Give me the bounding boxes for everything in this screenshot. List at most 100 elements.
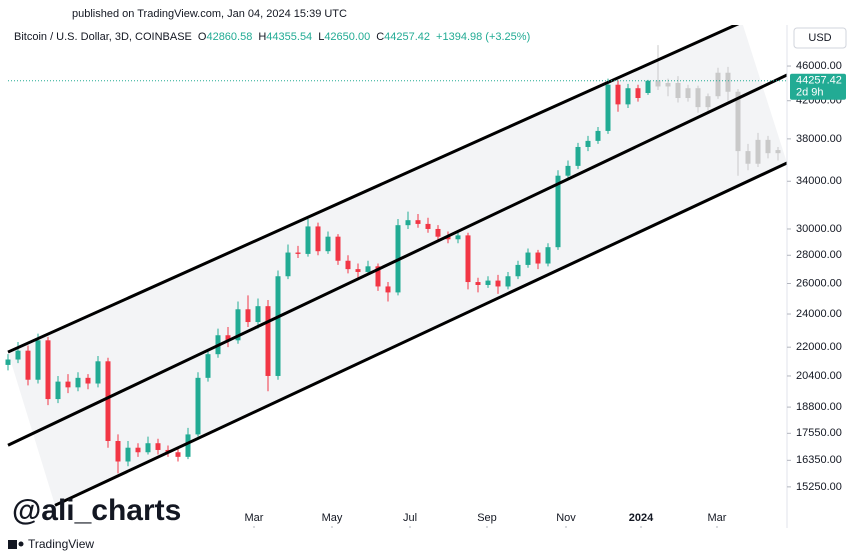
candle-body	[555, 175, 561, 248]
candle-body	[345, 260, 351, 270]
candle-body	[75, 377, 81, 388]
candle-body	[275, 276, 281, 376]
countdown: 2d 9h	[796, 87, 824, 99]
legend-key: H	[258, 31, 266, 43]
channel-line	[54, 161, 787, 507]
y-tick-label: 24000.00	[796, 308, 842, 320]
candle-body	[505, 276, 511, 287]
candle-body	[315, 226, 321, 252]
candle-body	[405, 220, 411, 226]
currency[interactable]: USD	[808, 32, 831, 44]
y-tick-label: 30000.00	[796, 223, 842, 235]
tv-logo	[8, 540, 24, 549]
candle-body	[425, 223, 431, 229]
channel-line	[7, 25, 740, 354]
candle-body	[65, 381, 71, 388]
candle-body	[745, 151, 751, 164]
candle-body	[225, 335, 231, 341]
candle-body	[775, 150, 781, 154]
candle-body	[765, 139, 771, 154]
candle-body	[325, 236, 331, 252]
x-tick-label: Jul	[403, 512, 417, 524]
candle-body	[525, 252, 531, 265]
candle-body	[105, 361, 111, 442]
candle-body	[415, 220, 421, 224]
candle-body	[145, 443, 151, 453]
candle-body	[625, 88, 631, 105]
y-tick-label: 16350.00	[796, 454, 842, 466]
candle-body	[635, 88, 641, 99]
candle-body	[205, 354, 211, 378]
y-tick-label: 20400.00	[796, 370, 842, 382]
candle-body	[155, 443, 161, 450]
candle-body	[15, 350, 21, 360]
candle-body	[655, 80, 661, 87]
candle-body	[605, 84, 611, 131]
candle-body	[565, 165, 571, 176]
candle-body	[265, 306, 271, 376]
candle-body	[195, 377, 201, 435]
legend-key: C	[376, 31, 384, 43]
candle-body	[705, 96, 711, 108]
price-label-box	[790, 73, 846, 100]
candle-body	[55, 381, 61, 400]
candle-body	[235, 309, 241, 341]
candle-body	[365, 266, 371, 272]
y-tick-label: 15250.00	[796, 481, 842, 493]
candle-body	[535, 252, 541, 264]
candle-body	[295, 252, 301, 254]
x-tick-label: Nov	[556, 512, 576, 524]
x-tick-label: Sep	[477, 512, 497, 524]
candle-body	[385, 286, 391, 293]
candle-body	[575, 146, 581, 166]
candle-body	[285, 252, 291, 277]
legend-value: 44355.54	[266, 31, 312, 43]
y-tick-label: 17550.00	[796, 427, 842, 439]
candle-body	[125, 447, 131, 462]
candle-body	[685, 88, 691, 99]
candle-body	[305, 226, 311, 254]
candle-body	[725, 72, 731, 92]
candle-body	[355, 269, 361, 272]
price-label: 44257.42	[796, 75, 842, 87]
candle-body	[245, 309, 251, 323]
legend-change: +1394.98 (+3.25%)	[436, 31, 530, 43]
x-tick-label: Mar	[245, 512, 264, 524]
candle-body	[445, 236, 451, 240]
legend-value: 42650.00	[324, 31, 370, 43]
candle-body	[45, 340, 51, 400]
symbol: Bitcoin / U.S. Dollar, 3D, COINBASE	[14, 31, 192, 43]
footer: TradingView	[28, 537, 94, 551]
x-tick-label: 2024	[629, 512, 654, 524]
candle-body	[485, 280, 491, 285]
y-tick-label: 22000.00	[796, 341, 842, 353]
x-tick-label: May	[322, 512, 343, 524]
candle-body	[375, 266, 381, 287]
currency-button[interactable]	[793, 27, 847, 49]
legend: Bitcoin / U.S. Dollar, 3D, COINBASE O4286…	[14, 31, 530, 43]
candle-body	[545, 247, 551, 264]
candle-body	[435, 228, 441, 237]
x-tick-label: Mar	[708, 512, 727, 524]
candle-body	[465, 235, 471, 283]
candle-body	[455, 235, 461, 240]
candle-body	[585, 140, 591, 147]
channel-line	[7, 73, 787, 447]
candle-body	[85, 377, 91, 384]
published: published on TradingView.com, Jan 04, 20…	[72, 8, 347, 20]
candle-body	[35, 340, 41, 380]
watermark: @ali_charts	[12, 494, 181, 527]
candle-body	[495, 280, 501, 287]
candle-body	[665, 82, 671, 87]
y-tick-label: 34000.00	[796, 175, 842, 187]
candle-body	[515, 264, 521, 277]
plot-area	[5, 25, 787, 507]
candle-body	[95, 361, 101, 384]
candle-body	[25, 350, 31, 380]
y-tick-label: 28000.00	[796, 249, 842, 261]
candle-body	[135, 447, 141, 453]
candle-body	[115, 441, 121, 462]
candle-body	[335, 236, 341, 261]
candle-body	[185, 434, 191, 457]
